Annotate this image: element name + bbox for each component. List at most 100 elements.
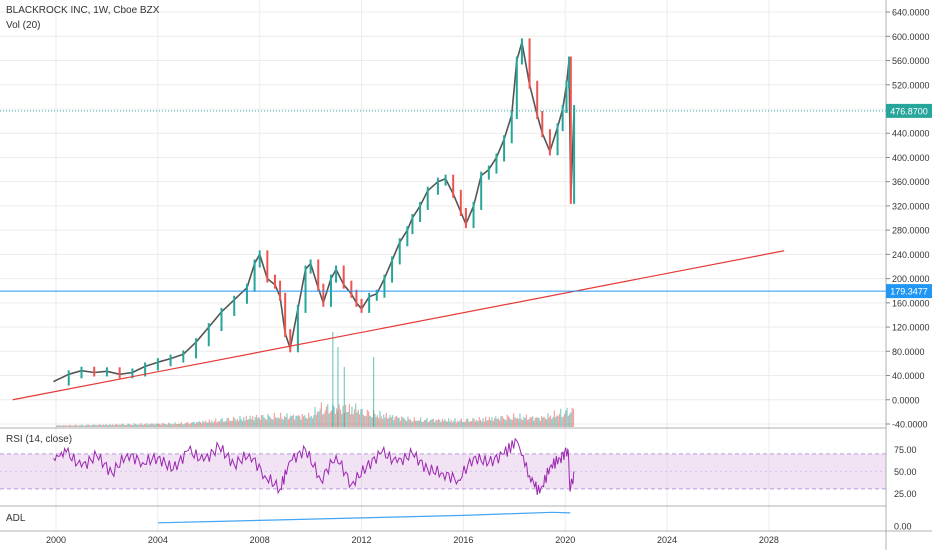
volume-bar-0 [56, 425, 58, 427]
volume-bar-49 [118, 424, 120, 427]
adl-axis[interactable]: 0.00 [894, 521, 912, 531]
volume-bar-194 [302, 416, 305, 427]
volume-bar-47 [115, 423, 118, 427]
volume-bar-388 [549, 415, 552, 427]
volume-bar-94 [175, 423, 177, 427]
volume-bar-146 [241, 420, 244, 427]
volume-bar-132 [224, 421, 226, 427]
volume-bar-67 [141, 424, 143, 427]
volume-bar-255 [380, 416, 382, 427]
volume-bar-300 [437, 418, 440, 427]
volume-bar-348 [499, 420, 501, 427]
volume-bar-163 [263, 417, 265, 427]
volume-bar-242 [364, 415, 366, 427]
adl-line [157, 511, 571, 524]
hline-label-bg-1 [886, 284, 932, 299]
volume-bar-332 [478, 417, 480, 427]
volume-bar-187 [294, 419, 296, 427]
volume-bar-286 [420, 417, 422, 427]
volume-bar-127 [217, 420, 219, 427]
volume-bar-32 [96, 424, 98, 427]
volume-bar-89 [169, 423, 171, 427]
volume-bar-99 [182, 424, 184, 427]
volume-bar-112 [198, 421, 200, 427]
volume-bar-58 [129, 424, 132, 427]
volume-bar-385 [546, 419, 548, 427]
volume-bar-302 [440, 422, 442, 427]
volume-bar-123 [212, 422, 214, 427]
price-tick-label-2: 560.0000 [892, 56, 930, 66]
volume-bar-168 [269, 417, 272, 427]
volume-bar-157 [255, 414, 258, 427]
price-tick-label-5: 440.0000 [892, 129, 930, 139]
rsi-legend[interactable]: RSI (14, close) [6, 434, 72, 445]
volume-bar-369 [525, 414, 527, 427]
volume-bar-334 [481, 421, 483, 427]
volume-bar-148 [244, 420, 246, 427]
volume-bar-289 [423, 420, 426, 427]
volume-bar-79 [156, 423, 158, 427]
volume-bar-229 [347, 411, 349, 427]
volume-bar-342 [491, 417, 493, 427]
volume-bar-39 [105, 424, 107, 427]
volume-bar-124 [213, 421, 216, 427]
volume-bar-40 [106, 425, 109, 427]
volume-bar-280 [412, 421, 414, 427]
volume-bar-131 [222, 421, 224, 427]
volume-bar-200 [310, 415, 312, 427]
volume-bar-360 [514, 417, 516, 427]
volume-bar-208 [320, 402, 322, 427]
volume-bar-326 [471, 421, 473, 427]
volume-bar-71 [146, 423, 148, 427]
adl-tick-label-0: 0.00 [894, 521, 912, 531]
volume-bar-401 [566, 407, 568, 427]
time-axis[interactable]: 2000 2004 2008 2012 2016 2020 2024 2028 [46, 535, 779, 545]
volume-bar-365 [520, 418, 522, 427]
volume-bar-233 [352, 414, 354, 427]
volume-bar-119 [207, 422, 209, 427]
volume-bar-195 [304, 415, 306, 427]
volume-bar-238 [358, 414, 361, 427]
volume-bar-207 [319, 408, 321, 427]
volume-bar-43 [110, 425, 112, 427]
rsi-axis[interactable]: 75.00 50.00 25.00 [894, 445, 917, 499]
volume-bar-267 [395, 415, 398, 427]
volume-spike-1 [337, 347, 339, 427]
volume-bar-379 [538, 418, 540, 427]
volume-bar-205 [316, 411, 319, 427]
time-tick-label-2000: 2000 [46, 535, 66, 545]
volume-bar-232 [351, 406, 353, 427]
volume-bar-138 [231, 420, 233, 427]
volume-bar-9 [67, 425, 69, 427]
volume-bar-21 [82, 425, 84, 427]
price-tick-label-16: 0.0000 [892, 395, 920, 405]
volume-bar-103 [187, 421, 189, 427]
volume-bar-376 [534, 417, 536, 427]
volume-bar-64 [137, 424, 139, 427]
volume-bar-176 [280, 412, 282, 427]
volume-bar-142 [236, 418, 238, 427]
volume-bar-95 [176, 423, 179, 427]
volume-legend[interactable]: Vol (20) [6, 20, 40, 31]
volume-bar-179 [283, 416, 286, 427]
volume-bar-198 [308, 412, 310, 427]
volume-bar-133 [225, 420, 227, 427]
volume-bar-328 [473, 419, 475, 427]
volume-bar-270 [399, 420, 401, 427]
adl-legend[interactable]: ADL [6, 513, 26, 524]
price-axis[interactable]: 640.0000600.0000560.0000520.0000480.0000… [886, 8, 930, 430]
volume-bars [56, 332, 575, 427]
volume-bar-244 [366, 409, 368, 427]
volume-bar-350 [501, 416, 503, 427]
chart-title[interactable]: BLACKROCK INC, 1W, Cboe BZX [6, 5, 160, 16]
volume-bar-17 [77, 425, 79, 427]
volume-bar-305 [444, 419, 446, 427]
volume-bar-48 [117, 424, 119, 427]
volume-bar-277 [408, 419, 410, 427]
volume-bar-290 [425, 419, 427, 427]
volume-bar-100 [183, 424, 185, 427]
volume-bar-261 [388, 417, 390, 427]
volume-bar-201 [311, 418, 314, 427]
volume-bar-220 [336, 408, 338, 427]
